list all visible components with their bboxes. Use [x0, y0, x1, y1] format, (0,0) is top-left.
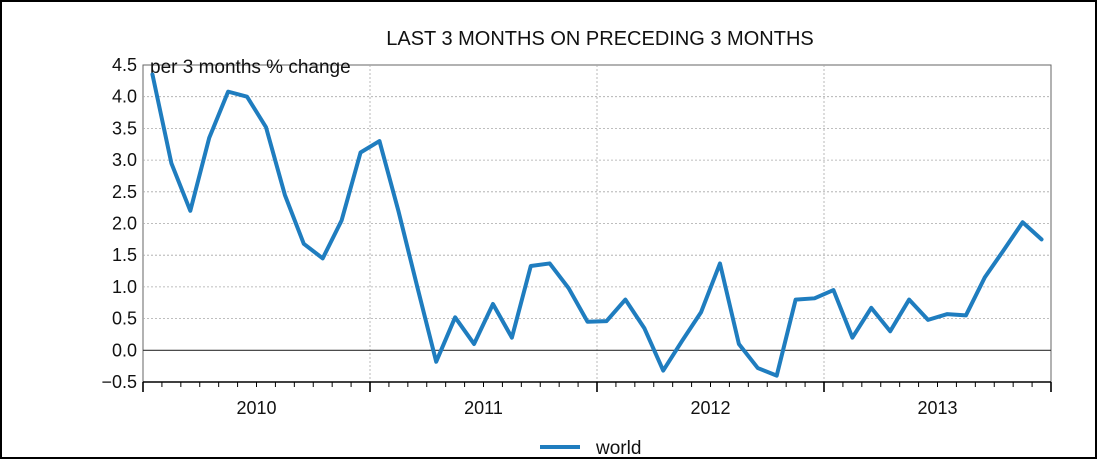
series-lines	[150, 72, 1044, 378]
y-tick-label: 0.5	[112, 309, 137, 329]
x-year-label: 2011	[464, 398, 503, 418]
y-tick-label: 4.5	[112, 55, 137, 75]
y-tick-label: 0.0	[112, 340, 137, 360]
y-tick-label: 3.5	[112, 118, 137, 138]
chart-title: LAST 3 MONTHS ON PRECEDING 3 MONTHS	[386, 28, 813, 50]
grid-lines	[143, 65, 1051, 382]
x-year-label: 2010	[236, 398, 276, 418]
y-tick-label: 1.5	[112, 245, 137, 265]
series-line-world	[150, 72, 1044, 378]
legend-label-world: world	[595, 438, 641, 459]
y-tick-label: 3.0	[112, 150, 137, 170]
tick-labels: 4.5 4.0 3.5 3.0 2.5 2.0 1.5 1.0 0.5 0.0 −0.5 2010 20…	[101, 55, 957, 418]
y-tick-label: −0.5	[101, 372, 137, 392]
unit-label: per 3 months % change	[150, 57, 351, 78]
y-tick-label: 4.0	[112, 87, 137, 107]
x-year-label: 2012	[690, 398, 730, 418]
x-year-label: 2013	[917, 398, 957, 418]
axes	[142, 349, 1052, 392]
legend: world	[540, 438, 641, 459]
y-tick-label: 2.0	[112, 214, 137, 234]
y-tick-label: 1.0	[112, 277, 137, 297]
y-tick-label: 2.5	[112, 182, 137, 202]
